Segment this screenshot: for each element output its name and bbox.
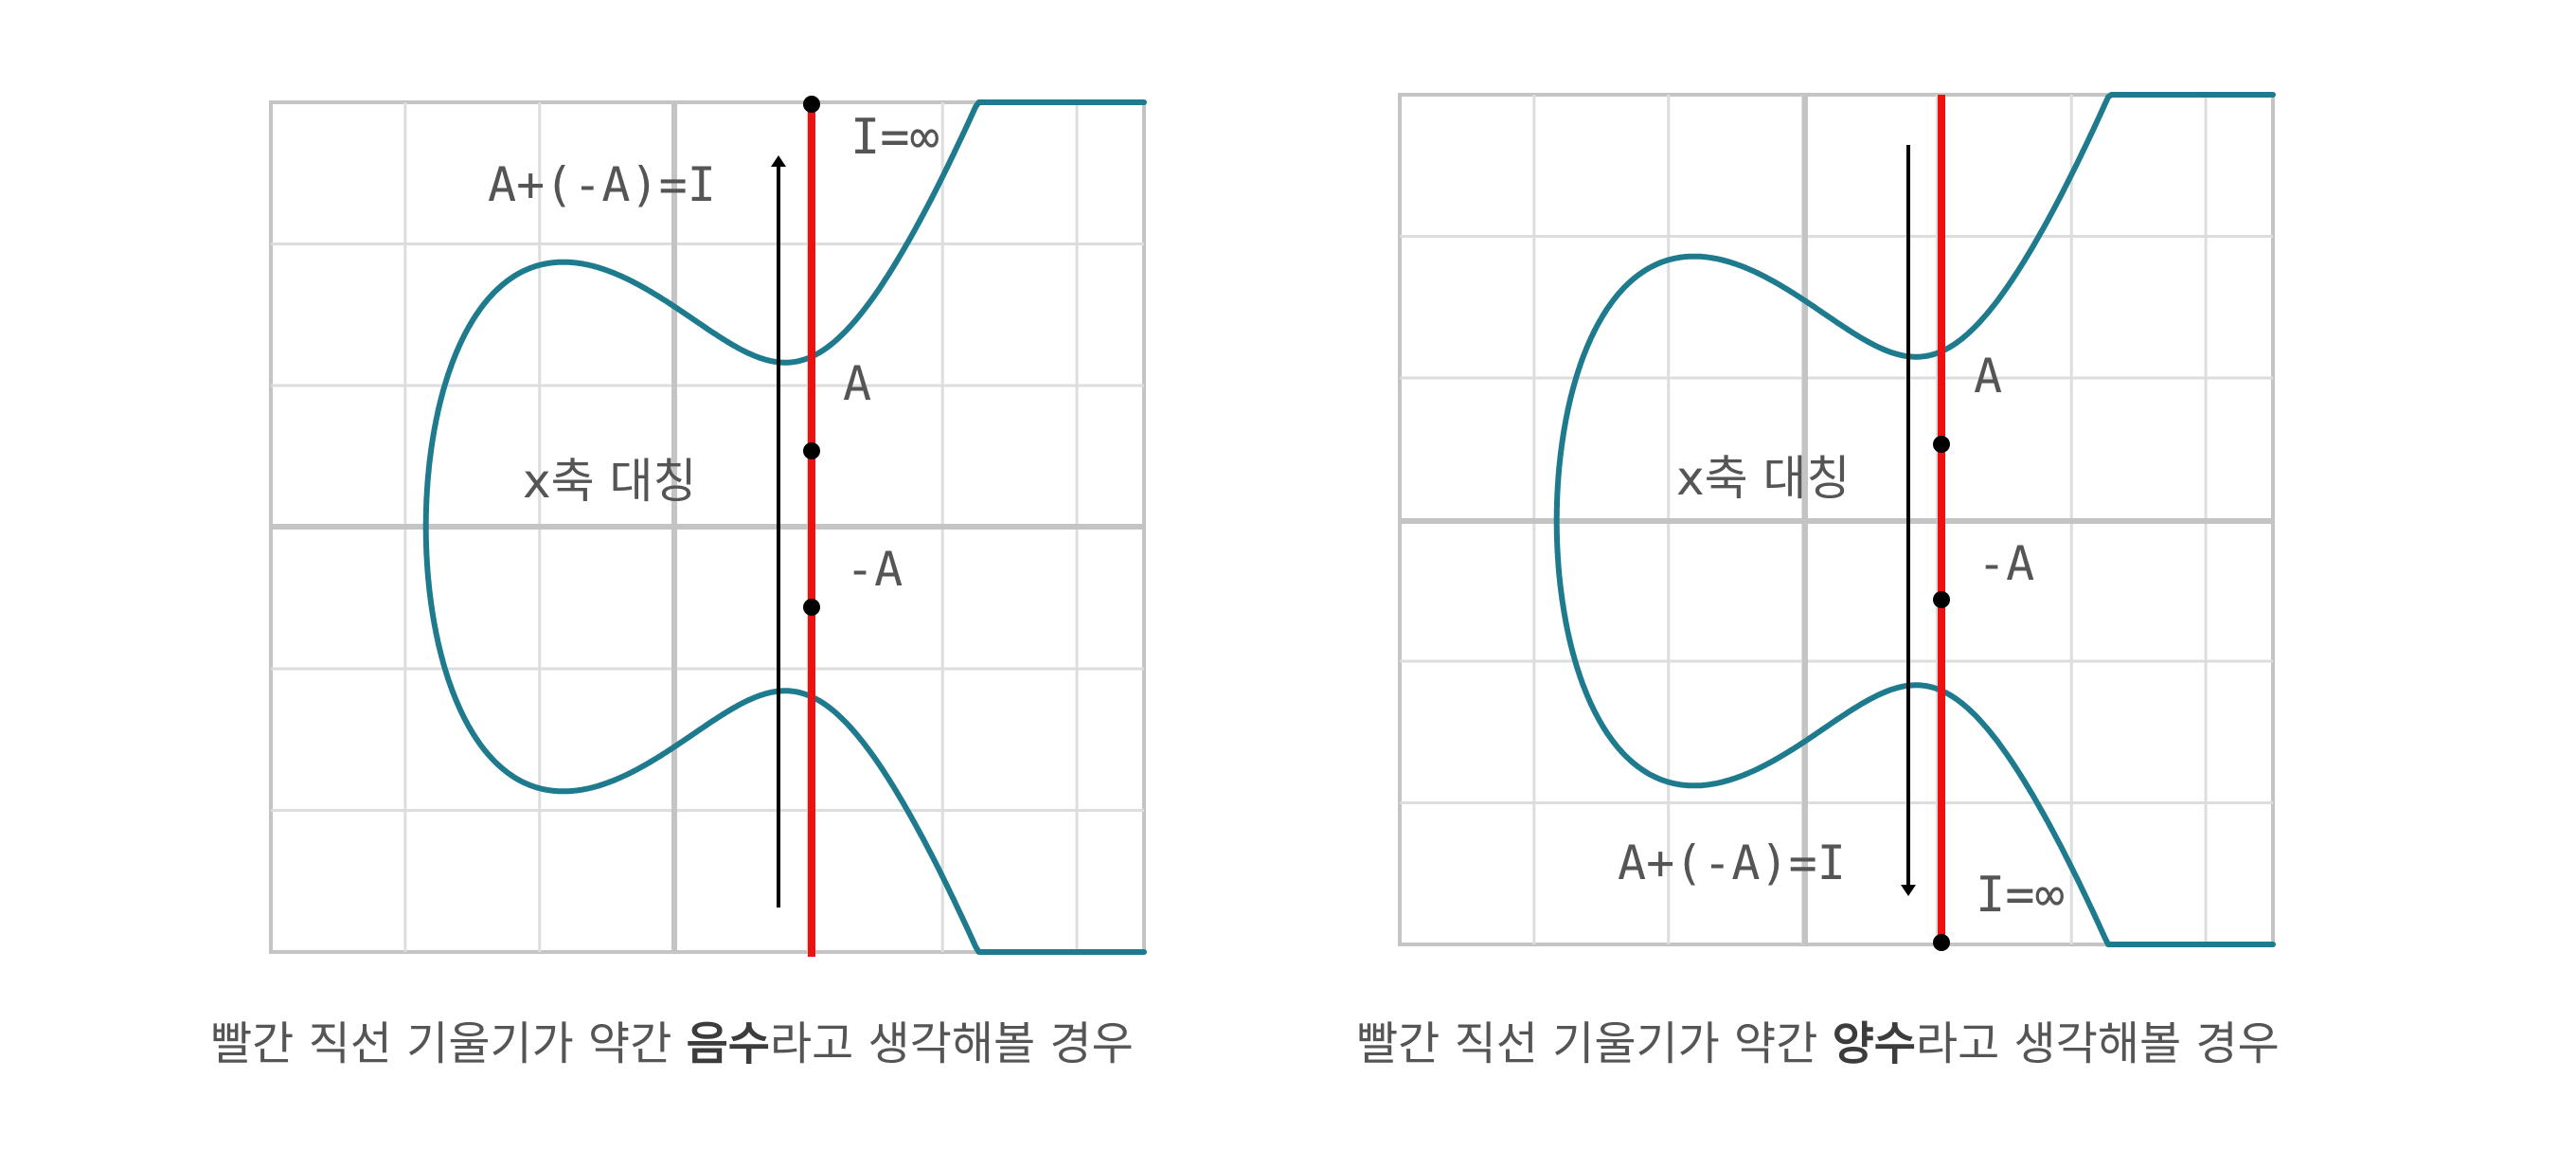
point-neg-a (1933, 591, 1950, 608)
point-a-label: A (1974, 349, 2002, 404)
infinity-point (1933, 934, 1950, 951)
sum-label: A+(-A)=I (488, 157, 716, 212)
infinity-point (803, 96, 820, 113)
elliptic-curve (1553, 92, 2276, 947)
elliptic-curve (422, 99, 1147, 955)
left-grid (269, 100, 1146, 954)
right-grid (1398, 93, 2275, 946)
symmetry-label: x축 대칭 (1676, 451, 1850, 506)
left-curve (422, 99, 1147, 955)
sum-label: A+(-A)=I (1618, 836, 1846, 890)
point-a (1933, 436, 1950, 453)
point-neg-a-label: -A (846, 542, 903, 597)
right-curve (1553, 92, 2276, 947)
left-caption: 빨간 직선 기울기가 약간 음수라고 생각해볼 경우 (210, 1017, 1134, 1070)
point-a-label: A (843, 356, 871, 411)
point-neg-a (803, 599, 820, 616)
left-panel: I=∞ A+(-A)=I A -A x축 대칭 빨간 직선 기울기가 약간 음수… (210, 96, 1147, 1070)
symmetry-label: x축 대칭 (523, 454, 696, 509)
point-a (803, 442, 820, 459)
infinity-label: I=∞ (850, 109, 939, 166)
right-panel: A -A x축 대칭 A+(-A)=I I=∞ 빨간 직선 기울기가 약간 양수… (1356, 92, 2280, 1070)
point-neg-a-label: -A (1977, 536, 2034, 591)
infinity-label: I=∞ (1976, 867, 2065, 924)
right-caption: 빨간 직선 기울기가 약간 양수라고 생각해볼 경우 (1356, 1017, 2280, 1070)
